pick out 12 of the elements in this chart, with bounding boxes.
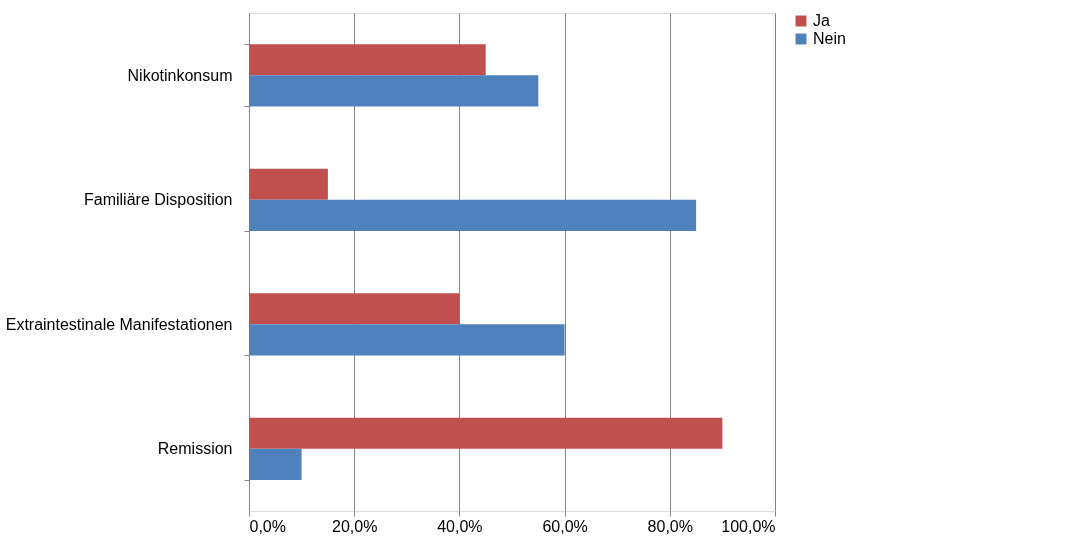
x-tick-label: 80,0% (647, 517, 693, 535)
legend-label: Ja (813, 12, 830, 29)
y-tick-label: Familiäre Disposition (84, 191, 233, 209)
y-tick-label: Remission (157, 440, 233, 458)
x-tick-label: 40,0% (437, 517, 483, 535)
x-tick-label: 60,0% (542, 517, 588, 535)
x-tick-label: 100,0% (721, 517, 776, 535)
x-tick-label: 0,0% (249, 517, 286, 535)
legend-label: Nein (813, 30, 846, 47)
x-tick-label: 20,0% (332, 517, 378, 535)
y-tick-label: Extraintestinale Manifestationen (5, 315, 233, 333)
y-tick-label: Nikotinkonsum (127, 66, 233, 84)
